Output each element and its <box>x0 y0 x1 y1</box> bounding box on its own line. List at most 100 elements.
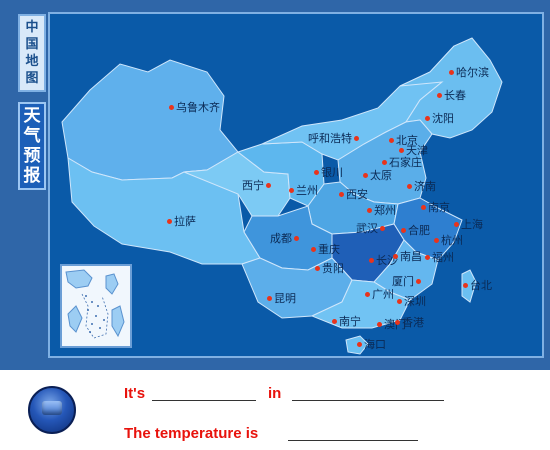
city-marker: 上海 <box>454 216 485 232</box>
answer-blank-city[interactable] <box>292 400 444 401</box>
city-name: 海口 <box>364 338 386 351</box>
city-marker: 澳门 <box>377 316 408 332</box>
city-name: 贵阳 <box>322 262 344 275</box>
city-dot-icon <box>169 104 174 110</box>
side-tabs: 中 国 地 图 天 气 预 报 <box>18 14 46 190</box>
label-in: in <box>268 385 282 402</box>
city-name: 长沙 <box>376 254 398 267</box>
city-name: 杭州 <box>441 234 463 247</box>
city-name: 香港 <box>402 316 424 329</box>
city-dot-icon <box>454 221 459 227</box>
city-marker: 沈阳 <box>425 110 456 126</box>
city-marker: 贵阳 <box>315 260 346 276</box>
city-dot-icon <box>369 257 374 263</box>
city-marker: 南京 <box>421 199 452 215</box>
region-xinjiang <box>61 59 239 181</box>
tab-weather-forecast[interactable]: 天 气 预 报 <box>18 102 46 190</box>
city-dot-icon <box>393 253 398 259</box>
city-dot-icon <box>339 191 344 197</box>
city-dot-icon <box>365 291 370 297</box>
city-marker: 济南 <box>407 178 438 194</box>
city-name: 澳门 <box>384 318 406 331</box>
city-dot-icon <box>289 187 294 193</box>
city-marker: 天津 <box>399 142 430 158</box>
city-dot-icon <box>332 318 337 324</box>
tab-char: 图 <box>25 71 39 86</box>
city-name: 天津 <box>406 144 428 157</box>
city-dot-icon <box>389 137 394 143</box>
city-name: 呼和浩特 <box>308 132 352 145</box>
china-map: 哈尔滨 长春 沈阳 乌鲁木齐 呼和浩特 北京 天津 石家庄 太原 济南 银川 西宁 兰州 西安 郑州 南京 上海… <box>48 12 544 358</box>
city-name: 上海 <box>461 218 483 231</box>
city-name: 长春 <box>444 89 466 102</box>
answer-blank-weather[interactable] <box>152 400 256 401</box>
city-name: 郑州 <box>374 204 396 217</box>
city-marker: 呼和浩特 <box>306 130 359 146</box>
region-guangxi-guangdong <box>310 279 411 329</box>
city-dot-icon <box>463 282 468 288</box>
city-dot-icon <box>311 246 316 252</box>
city-marker: 长春 <box>437 87 468 103</box>
city-dot-icon <box>363 172 368 178</box>
city-dot-icon <box>425 254 430 260</box>
city-dot-icon <box>367 207 372 213</box>
south-china-sea-graphic <box>65 269 125 339</box>
label-in-wrap: in <box>268 385 281 402</box>
city-name: 南京 <box>428 201 450 214</box>
play-audio-button[interactable] <box>28 386 76 434</box>
south-china-sea-inset <box>60 264 132 348</box>
city-dot-icon <box>397 298 402 304</box>
city-name: 南昌 <box>400 250 422 263</box>
city-marker: 哈尔滨 <box>449 64 491 80</box>
city-name: 太原 <box>370 169 392 182</box>
city-dot-icon <box>357 341 362 347</box>
city-marker: 昆明 <box>267 290 298 306</box>
city-marker: 厦门 <box>390 273 421 289</box>
city-marker: 重庆 <box>311 241 342 257</box>
city-name: 石家庄 <box>389 156 422 169</box>
sentence-line-1: It's <box>124 385 145 402</box>
city-marker: 合肥 <box>401 222 432 238</box>
speaker-icon <box>42 401 62 415</box>
city-name: 成都 <box>270 232 292 245</box>
city-name: 福州 <box>432 251 454 264</box>
city-name: 沈阳 <box>432 112 454 125</box>
city-dot-icon <box>267 295 272 301</box>
city-name: 厦门 <box>392 275 414 288</box>
city-name: 武汉 <box>356 222 378 235</box>
city-name: 北京 <box>396 134 418 147</box>
city-dot-icon <box>425 115 430 121</box>
region-taiwan <box>461 269 477 303</box>
tab-char: 报 <box>23 166 41 186</box>
answer-blank-temperature[interactable] <box>288 440 418 441</box>
city-marker: 成都 <box>268 230 299 246</box>
tab-char: 预 <box>23 146 41 166</box>
city-marker: 长沙 <box>369 252 400 268</box>
tab-china-map[interactable]: 中 国 地 图 <box>18 14 46 92</box>
city-marker: 福州 <box>425 249 456 265</box>
tab-char: 气 <box>23 126 41 146</box>
city-name: 西安 <box>346 188 368 201</box>
label-temperature: The temperature is <box>124 425 259 442</box>
region-northeast <box>399 37 503 139</box>
city-dot-icon <box>421 204 426 210</box>
city-marker: 台北 <box>463 277 494 293</box>
city-dot-icon <box>354 135 359 141</box>
city-dot-icon <box>315 265 320 271</box>
city-marker: 杭州 <box>434 232 465 248</box>
city-marker: 南宁 <box>332 313 363 329</box>
city-name: 西宁 <box>242 179 264 192</box>
city-dot-icon <box>314 169 319 175</box>
city-name: 昆明 <box>274 292 296 305</box>
city-marker: 香港 <box>395 314 426 330</box>
city-dot-icon <box>395 319 400 325</box>
weather-map-frame: 中 国 地 图 天 气 预 报 <box>0 0 550 370</box>
city-dot-icon <box>399 147 404 153</box>
city-dot-icon <box>167 218 172 224</box>
city-marker: 乌鲁木齐 <box>169 99 222 115</box>
city-marker: 海口 <box>357 336 388 352</box>
city-dot-icon <box>377 321 382 327</box>
city-marker: 深圳 <box>397 293 428 309</box>
tab-char: 天 <box>23 106 41 126</box>
city-name: 乌鲁木齐 <box>176 101 220 114</box>
